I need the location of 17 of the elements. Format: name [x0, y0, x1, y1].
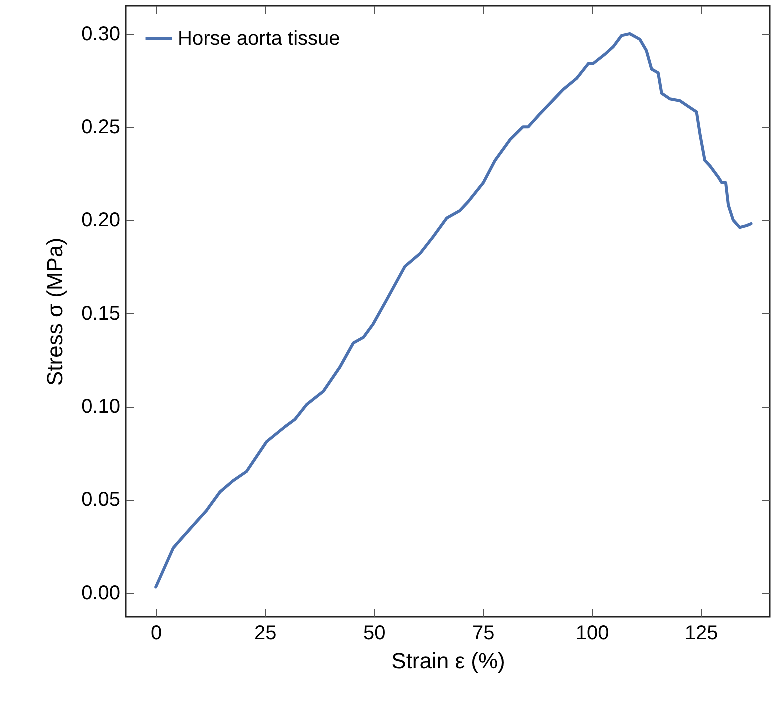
y-tick-label: 0.20: [82, 210, 120, 232]
legend-label: Horse aorta tissue: [178, 28, 340, 50]
x-tick-label: 75: [472, 622, 495, 644]
y-tick-label: 0.10: [82, 396, 120, 418]
y-tick-label: 0.05: [82, 489, 120, 512]
x-tick-label: 100: [576, 622, 610, 644]
x-tick-label: 50: [363, 622, 386, 644]
x-tick-label: 0: [151, 622, 162, 644]
line-series: [154, 32, 753, 589]
x-axis-title: Strain ε (%): [392, 648, 506, 674]
y-tick-label: 0.00: [82, 582, 120, 604]
y-axis-title: Stress σ (MPa): [42, 238, 68, 386]
x-tick-label: 25: [254, 622, 277, 644]
y-tick-label: 0.15: [82, 302, 120, 325]
y-tick-label: 0.30: [82, 23, 120, 46]
x-tick-label: 125: [684, 622, 718, 644]
y-tick-label: 0.25: [82, 116, 120, 139]
